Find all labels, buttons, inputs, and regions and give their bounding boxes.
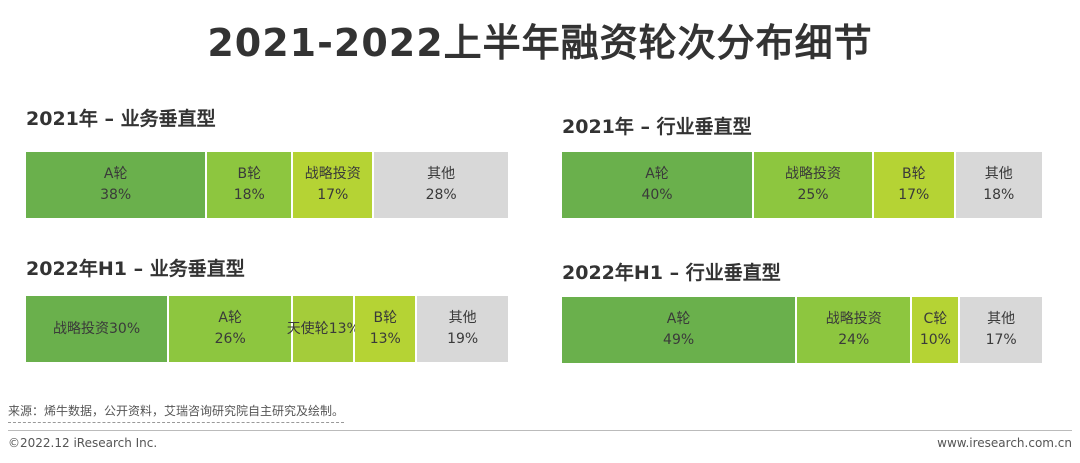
chart-2022h1-industry: 2022年H1 – 行业垂直型 A轮 49% 战略投资 24% C轮 10% 其他 17% [562, 258, 1042, 363]
segment-label: 其他 [448, 310, 477, 326]
segment-value: 28% [425, 187, 457, 203]
bar-segment: 战略投资 30% [26, 296, 170, 362]
segment-label: B轮 [373, 310, 398, 326]
stacked-bar: A轮 38% B轮 18% 战略投资 17% 其他 28% [26, 152, 508, 218]
segment-value: 10% [919, 332, 951, 348]
chart-2021-business: 2021年 – 业务垂直型 A轮 38% B轮 18% 战略投资 17% 其他 28% [26, 104, 508, 219]
bar-segment: C轮 10% [912, 297, 961, 363]
segment-value: 17% [985, 332, 1017, 348]
segment-value: 17% [898, 187, 930, 203]
chart-2022h1-business: 2022年H1 – 业务垂直型 战略投资 30% A轮 26% 天使轮 13% B轮 13% 其… [26, 254, 508, 363]
segment-label: 其他 [984, 166, 1013, 182]
segment-value: 24% [838, 332, 870, 348]
segment-label: 其他 [987, 311, 1016, 327]
segment-value: 26% [214, 331, 246, 347]
bar-segment: A轮 26% [169, 296, 294, 362]
chart-2021-industry: 2021年 – 行业垂直型 A轮 40% 战略投资 25% B轮 17% 其他 18% [562, 112, 1042, 219]
segment-label: A轮 [103, 166, 128, 182]
segment-label: C轮 [923, 311, 948, 327]
segment-value: 18% [983, 187, 1015, 203]
segment-value: 13% [328, 320, 360, 337]
segment-label: A轮 [645, 166, 669, 182]
segment-value: 19% [447, 331, 479, 347]
segment-value: 25% [797, 187, 829, 203]
bar-segment: 其他 18% [955, 152, 1042, 218]
segment-label: 战略投资 [53, 320, 110, 337]
bar-segment: 其他 17% [960, 297, 1042, 363]
page-title: 2021-2022上半年融资轮次分布细节 [207, 21, 873, 65]
chart-title: 2022年H1 – 行业垂直型 [562, 262, 781, 284]
segment-value: 18% [233, 187, 265, 203]
stacked-bar: 战略投资 30% A轮 26% 天使轮 13% B轮 13% 其他 19% [26, 296, 508, 362]
chart-title: 2022年H1 – 业务垂直型 [26, 258, 245, 280]
bar-segment: A轮 38% [26, 152, 208, 218]
chart-title: 2021年 – 行业垂直型 [562, 116, 752, 138]
segment-value: 17% [317, 187, 349, 203]
segment-label: A轮 [666, 311, 691, 327]
stacked-bar: A轮 49% 战略投资 24% C轮 10% 其他 17% [562, 297, 1042, 363]
bar-segment: B轮 17% [874, 152, 956, 218]
bar-segment: A轮 40% [562, 152, 754, 218]
segment-label: B轮 [901, 166, 926, 182]
segment-label: 战略投资 [785, 166, 841, 182]
bar-segment: 其他 19% [417, 296, 508, 362]
segment-value: 30% [109, 320, 141, 337]
bar-segment: 天使轮 13% [287, 296, 360, 362]
footer-divider [8, 430, 1072, 431]
bar-segment: 战略投资 25% [754, 152, 874, 218]
segment-value: 40% [641, 187, 673, 203]
source-note: 来源：烯牛数据，公开资料，艾瑞咨询研究院自主研究及绘制。 [8, 402, 345, 423]
bar-segment: 战略投资 17% [293, 152, 375, 218]
segment-value: 38% [100, 187, 132, 203]
segment-label: A轮 [218, 310, 242, 326]
segment-label: 战略投资 [825, 311, 882, 327]
bar-segment: 战略投资 24% [797, 297, 913, 363]
stacked-bar: A轮 40% 战略投资 25% B轮 17% 其他 18% [562, 152, 1042, 218]
segment-label: 其他 [427, 166, 456, 182]
bar-segment: A轮 49% [562, 297, 798, 363]
segment-label: 天使轮 [286, 320, 329, 337]
segment-value: 13% [369, 331, 401, 347]
bar-segment: B轮 18% [207, 152, 294, 218]
chart-title: 2021年 – 业务垂直型 [26, 108, 216, 130]
website-link[interactable]: www.iresearch.com.cn [937, 436, 1072, 450]
segment-label: 战略投资 [304, 166, 361, 182]
bar-segment: 其他 28% [374, 152, 508, 218]
copyright: ©2022.12 iResearch Inc. [8, 436, 158, 450]
segment-label: B轮 [237, 166, 262, 182]
segment-value: 49% [663, 332, 695, 348]
bar-segment: B轮 13% [355, 296, 418, 362]
